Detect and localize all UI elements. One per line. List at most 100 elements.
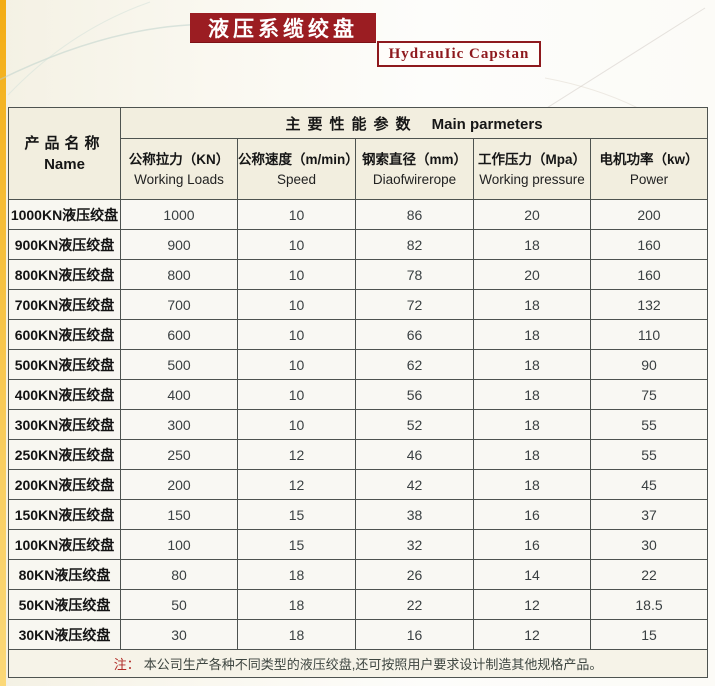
- load-cell: 1000: [120, 199, 238, 230]
- product-name-cell: 600KN液压绞盘: [8, 319, 121, 350]
- load-cell: 700: [120, 289, 238, 320]
- pressure-cell: 18: [473, 379, 591, 410]
- page-subtitle: HydrauIic Capstan: [388, 45, 530, 62]
- dia-cell: 78: [355, 259, 474, 290]
- main-parameters-header-en: Main parmeters: [431, 115, 543, 133]
- dia-cell: 16: [355, 619, 474, 650]
- speed-cell: 10: [237, 379, 356, 410]
- pressure-cell: 18: [473, 469, 591, 500]
- product-name-cell: 300KN液压绞盘: [8, 409, 121, 440]
- load-cell: 600: [120, 319, 238, 350]
- pressure-cell: 18: [473, 319, 591, 350]
- table-row: 1000KN液压绞盘 1000 10 86 20 200: [8, 199, 709, 230]
- power-cell: 110: [589, 319, 709, 350]
- page-subtitle-box: HydrauIic Capstan: [377, 41, 541, 67]
- dia-cell: 72: [355, 289, 474, 320]
- note-row: 注： 本公司生产各种不同类型的液压绞盘,还可按照用户要求设计制造其他规格产品。: [7, 649, 709, 678]
- product-name-cell: 900KN液压绞盘: [8, 229, 121, 260]
- table-row: 400KN液压绞盘 400 10 56 18 75: [8, 379, 709, 410]
- product-name-cell: 50KN液压绞盘: [8, 589, 121, 620]
- main-parameters-header-zh: 主要性能参数: [285, 115, 418, 133]
- load-cell: 50: [120, 589, 238, 620]
- table-row: 700KN液压绞盘 700 10 72 18 132: [8, 289, 709, 320]
- group-header-row: 产品名称 Name 主要性能参数 Main parmeters: [8, 107, 709, 200]
- load-cell: 500: [120, 349, 238, 380]
- pressure-cell: 18: [473, 349, 591, 380]
- table-row: 900KN液压绞盘 900 10 82 18 160: [8, 229, 709, 260]
- dia-cell: 32: [355, 529, 474, 560]
- product-name-cell: 150KN液压绞盘: [8, 499, 121, 530]
- speed-cell: 15: [237, 499, 356, 530]
- dia-cell: 86: [355, 199, 474, 230]
- pressure-cell: 18: [473, 409, 591, 440]
- pressure-cell: 16: [473, 529, 591, 560]
- working-loads-header: 公称拉力（KN） Working Loads: [120, 138, 238, 200]
- table-row: 250KN液压绞盘 250 12 46 18 55: [8, 439, 709, 470]
- power-cell: 22: [589, 559, 709, 590]
- product-name-header-en: Name: [44, 155, 85, 173]
- load-cell: 200: [120, 469, 238, 500]
- load-cell: 80: [120, 559, 238, 590]
- product-name-cell: 250KN液压绞盘: [8, 439, 121, 470]
- power-cell: 45: [589, 469, 709, 500]
- product-name-cell: 200KN液压绞盘: [8, 469, 121, 500]
- power-cell: 160: [589, 229, 709, 260]
- page-title-banner: 液压系缆绞盘: [190, 13, 376, 42]
- pressure-cell: 18: [473, 439, 591, 470]
- table-row: 200KN液压绞盘 200 12 42 18 45: [8, 469, 709, 500]
- table-row: 100KN液压绞盘 100 15 32 16 30: [8, 529, 709, 560]
- page-title: 液压系缆绞盘: [208, 17, 358, 41]
- dia-cell: 22: [355, 589, 474, 620]
- load-cell: 300: [120, 409, 238, 440]
- speed-header: 公称速度（m/min） Speed: [237, 138, 356, 200]
- table-row: 50KN液压绞盘 50 18 22 12 18.5: [8, 589, 709, 620]
- speed-cell: 10: [237, 229, 356, 260]
- product-name-cell: 30KN液压绞盘: [8, 619, 121, 650]
- speed-cell: 10: [237, 409, 356, 440]
- pressure-cell: 20: [473, 199, 591, 230]
- table-row: 30KN液压绞盘 30 18 16 12 15: [8, 619, 709, 650]
- load-cell: 400: [120, 379, 238, 410]
- power-cell: 90: [589, 349, 709, 380]
- wirerope-dia-header: 钢索直径（mm） Diaofwirerope: [355, 138, 474, 200]
- load-cell: 900: [120, 229, 238, 260]
- product-name-cell: 80KN液压绞盘: [8, 559, 121, 590]
- pressure-cell: 12: [473, 589, 591, 620]
- load-cell: 800: [120, 259, 238, 290]
- spec-table: 产品名称 Name 主要性能参数 Main parmeters 公称拉力（KN）…: [7, 107, 709, 678]
- main-parameters-header: 主要性能参数 Main parmeters: [119, 107, 709, 139]
- product-name-cell: 1000KN液压绞盘: [8, 199, 121, 230]
- speed-cell: 10: [237, 319, 356, 350]
- page-edge-stripe: [0, 0, 6, 686]
- product-name-cell: 700KN液压绞盘: [8, 289, 121, 320]
- dia-cell: 82: [355, 229, 474, 260]
- speed-cell: 10: [237, 259, 356, 290]
- power-cell: 15: [589, 619, 709, 650]
- load-cell: 30: [120, 619, 238, 650]
- speed-cell: 10: [237, 349, 356, 380]
- power-cell: 55: [589, 439, 709, 470]
- power-cell: 30: [589, 529, 709, 560]
- column-header-row: 公称拉力（KN） Working Loads 公称速度（m/min） Speed…: [9, 138, 709, 200]
- load-cell: 250: [120, 439, 238, 470]
- power-cell: 55: [589, 409, 709, 440]
- speed-cell: 18: [237, 559, 356, 590]
- dia-cell: 26: [355, 559, 474, 590]
- pressure-cell: 18: [473, 289, 591, 320]
- speed-cell: 15: [237, 529, 356, 560]
- dia-cell: 62: [355, 349, 474, 380]
- speed-cell: 12: [237, 439, 356, 470]
- table-row: 150KN液压绞盘 150 15 38 16 37: [8, 499, 709, 530]
- product-name-cell: 100KN液压绞盘: [8, 529, 121, 560]
- footnote-text: 本公司生产各种不同类型的液压绞盘,还可按照用户要求设计制造其他规格产品。: [143, 657, 603, 672]
- pressure-cell: 16: [473, 499, 591, 530]
- product-name-cell: 800KN液压绞盘: [8, 259, 121, 290]
- table-row: 300KN液压绞盘 300 10 52 18 55: [8, 409, 709, 440]
- table-row: 500KN液压绞盘 500 10 62 18 90: [8, 349, 709, 380]
- pressure-cell: 14: [473, 559, 591, 590]
- dia-cell: 52: [355, 409, 474, 440]
- pressure-cell: 20: [473, 259, 591, 290]
- dia-cell: 46: [355, 439, 474, 470]
- speed-cell: 18: [237, 619, 356, 650]
- load-cell: 150: [120, 499, 238, 530]
